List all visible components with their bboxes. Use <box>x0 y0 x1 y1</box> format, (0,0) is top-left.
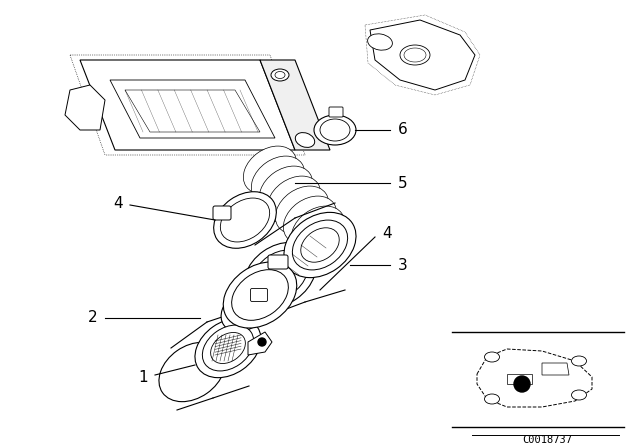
Text: 3: 3 <box>398 258 408 272</box>
Ellipse shape <box>244 242 316 308</box>
FancyBboxPatch shape <box>268 255 288 269</box>
Text: 4: 4 <box>113 195 123 211</box>
FancyBboxPatch shape <box>213 206 231 220</box>
Ellipse shape <box>484 352 499 362</box>
Polygon shape <box>542 363 569 375</box>
Polygon shape <box>477 349 592 407</box>
Text: 4: 4 <box>382 227 392 241</box>
Polygon shape <box>125 90 260 132</box>
Ellipse shape <box>159 342 225 402</box>
Text: 2: 2 <box>88 310 98 326</box>
Ellipse shape <box>320 119 350 141</box>
Ellipse shape <box>271 69 289 81</box>
Text: 1: 1 <box>138 370 148 385</box>
Ellipse shape <box>291 206 344 254</box>
Ellipse shape <box>484 394 499 404</box>
Ellipse shape <box>259 166 312 214</box>
Ellipse shape <box>268 176 321 224</box>
Ellipse shape <box>284 212 356 278</box>
Ellipse shape <box>295 133 315 147</box>
Ellipse shape <box>300 216 353 264</box>
Ellipse shape <box>275 186 328 234</box>
Polygon shape <box>80 60 295 150</box>
Circle shape <box>258 338 266 346</box>
Text: 5: 5 <box>398 176 408 190</box>
Ellipse shape <box>252 250 308 300</box>
Ellipse shape <box>228 295 262 325</box>
Ellipse shape <box>572 356 586 366</box>
Text: C0018737: C0018737 <box>522 435 572 445</box>
FancyBboxPatch shape <box>250 289 268 302</box>
Ellipse shape <box>301 228 339 262</box>
Ellipse shape <box>202 325 253 371</box>
Ellipse shape <box>220 198 269 242</box>
Polygon shape <box>248 332 272 355</box>
Ellipse shape <box>572 390 586 400</box>
Polygon shape <box>370 20 475 90</box>
Ellipse shape <box>232 270 289 320</box>
FancyBboxPatch shape <box>329 107 343 117</box>
Ellipse shape <box>367 34 392 50</box>
Ellipse shape <box>284 196 337 244</box>
Ellipse shape <box>195 319 261 378</box>
Ellipse shape <box>314 115 356 145</box>
Ellipse shape <box>214 192 276 248</box>
Ellipse shape <box>252 156 305 204</box>
Ellipse shape <box>243 146 296 194</box>
Ellipse shape <box>292 220 348 270</box>
Polygon shape <box>260 60 330 150</box>
Ellipse shape <box>275 72 285 78</box>
Ellipse shape <box>211 332 245 363</box>
Polygon shape <box>507 374 532 384</box>
Polygon shape <box>110 80 275 138</box>
Ellipse shape <box>223 262 297 328</box>
Text: 6: 6 <box>398 122 408 138</box>
Circle shape <box>514 376 530 392</box>
Polygon shape <box>65 85 105 130</box>
Ellipse shape <box>221 289 269 332</box>
